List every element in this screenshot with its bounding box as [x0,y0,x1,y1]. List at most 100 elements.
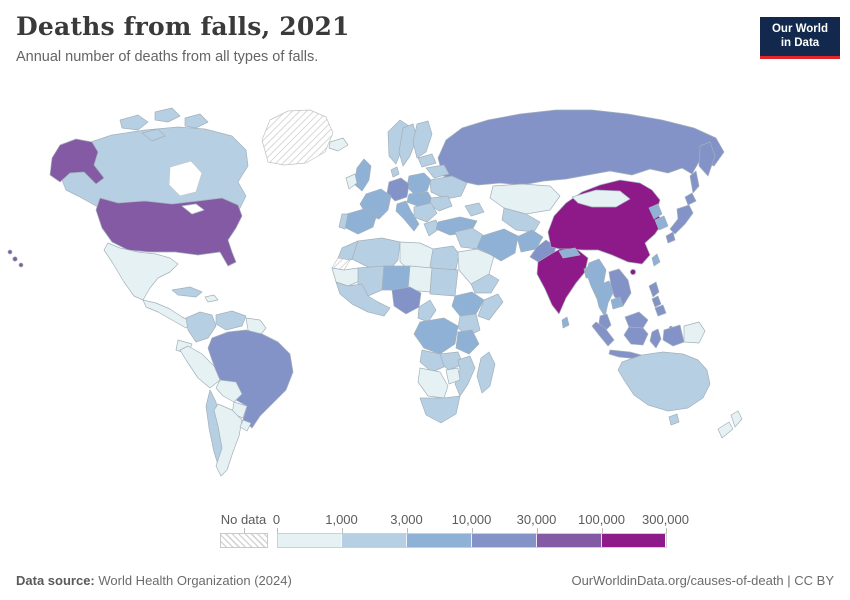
region-ukraine[interactable] [429,175,468,200]
region-afghanistan[interactable] [516,229,544,253]
region-philippines-visayas[interactable] [651,295,662,308]
legend-bin-2[interactable] [406,534,471,547]
legend-tick-label: 300,000 [642,512,689,527]
region-niger[interactable] [381,265,411,291]
region-ireland[interactable] [345,173,358,190]
region-philippines-mindanao[interactable] [654,304,667,317]
region-usa-hawaii[interactable] [7,249,13,255]
region-west-africa[interactable] [335,281,391,317]
region-mexico[interactable] [103,242,179,301]
legend-bin-5[interactable] [600,534,666,547]
region-uruguay[interactable] [239,419,252,432]
region-portugal[interactable] [338,213,349,230]
region-taiwan[interactable] [651,253,661,267]
region-canada-island[interactable] [141,128,166,142]
region-denmark[interactable] [390,166,400,178]
region-japan-honshu[interactable] [669,204,694,235]
region-iceland[interactable] [328,137,349,152]
region-russia-kamchatka[interactable] [698,141,716,177]
map-legend: No data 0 1,000 3,000 10,000 30,000 100,… [219,512,689,548]
region-iran[interactable] [476,228,519,262]
region-usa-alaska[interactable] [49,138,105,185]
region-nigeria[interactable] [391,286,422,315]
legend-tick-label: 100,000 [578,512,625,527]
region-peru[interactable] [179,345,221,389]
region-poland[interactable] [406,172,432,195]
region-new-zealand-north[interactable] [730,410,743,428]
region-caucasus[interactable] [464,202,485,217]
credit-link[interactable]: OurWorldinData.org/causes-of-death | CC … [571,573,834,588]
region-somalia[interactable] [477,293,504,321]
region-canada-island[interactable] [154,107,181,123]
region-madagascar[interactable] [476,351,496,394]
region-mozambique[interactable] [454,355,476,397]
region-canada-island[interactable] [184,113,209,129]
great-lakes [181,203,205,215]
region-sudan[interactable] [429,267,459,297]
region-cameroon[interactable] [417,299,437,323]
region-angola[interactable] [419,349,447,373]
legend-bin-3[interactable] [470,534,536,547]
region-uk[interactable] [353,158,372,192]
region-indonesia-sulawesi[interactable] [649,328,662,349]
region-tanzania[interactable] [455,329,480,355]
region-baltics[interactable] [417,153,437,168]
region-south-africa[interactable] [419,395,461,424]
region-balkans[interactable] [413,202,438,223]
legend-bar-column: 0 1,000 3,000 10,000 30,000 100,000 300,… [273,512,689,548]
region-canada-island[interactable] [119,114,149,131]
region-malaysia-borneo[interactable] [624,311,649,329]
region-thailand[interactable] [595,280,615,318]
region-australia[interactable] [617,351,711,412]
region-cambodia[interactable] [610,296,624,310]
region-china-hainan[interactable] [630,269,636,275]
legend-bin-1[interactable] [341,534,407,547]
region-spain[interactable] [343,208,378,235]
no-data-swatch[interactable] [219,533,268,548]
owid-logo[interactable]: Our World in Data [760,17,840,59]
region-argentina[interactable] [213,403,243,477]
region-russia[interactable] [437,109,725,186]
region-japan-hokkaido[interactable] [684,192,697,206]
region-north-korea[interactable] [648,203,663,220]
region-philippines-luzon[interactable] [648,281,660,298]
region-russia-sakhalin[interactable] [689,170,700,194]
region-indonesia-papua[interactable] [662,324,685,347]
region-sri-lanka[interactable] [561,316,570,329]
region-colombia[interactable] [185,311,217,343]
region-central-america[interactable] [142,299,193,329]
region-south-korea[interactable] [654,215,669,231]
region-guyanas[interactable] [245,317,267,339]
region-usa-hawaii[interactable] [18,262,24,268]
region-caribbean[interactable] [204,294,219,303]
region-nepal[interactable] [558,247,581,259]
region-finland[interactable] [412,120,433,159]
region-cuba[interactable] [171,286,203,298]
region-japan-kyushu[interactable] [665,231,676,244]
region-mongolia[interactable] [571,189,631,208]
legend-bin-0[interactable] [277,534,342,547]
region-italy[interactable] [395,200,420,232]
region-greenland[interactable] [261,109,334,166]
region-drc[interactable] [413,317,459,355]
region-vietnam[interactable] [608,268,632,307]
region-australia-tasmania[interactable] [668,413,680,426]
region-egypt[interactable] [429,245,460,275]
region-usa[interactable] [95,197,243,267]
region-indonesia-kalimantan[interactable] [623,326,649,346]
region-belarus[interactable] [425,164,450,179]
region-venezuela[interactable] [215,310,247,331]
region-kazakhstan[interactable] [489,183,561,215]
region-india[interactable] [536,248,589,315]
no-data-tick [243,528,245,533]
region-usa-hawaii[interactable] [12,256,18,262]
region-new-zealand-south[interactable] [717,421,734,439]
region-zambia[interactable] [439,351,464,371]
region-indonesia-sumatra[interactable] [591,321,615,347]
region-zimbabwe[interactable] [445,367,461,385]
region-sweden[interactable] [398,123,418,167]
legend-bin-4[interactable] [535,534,601,547]
region-png[interactable] [683,321,706,344]
region-yemen-oman[interactable] [470,273,500,294]
region-namibia-botswana[interactable] [417,367,449,399]
